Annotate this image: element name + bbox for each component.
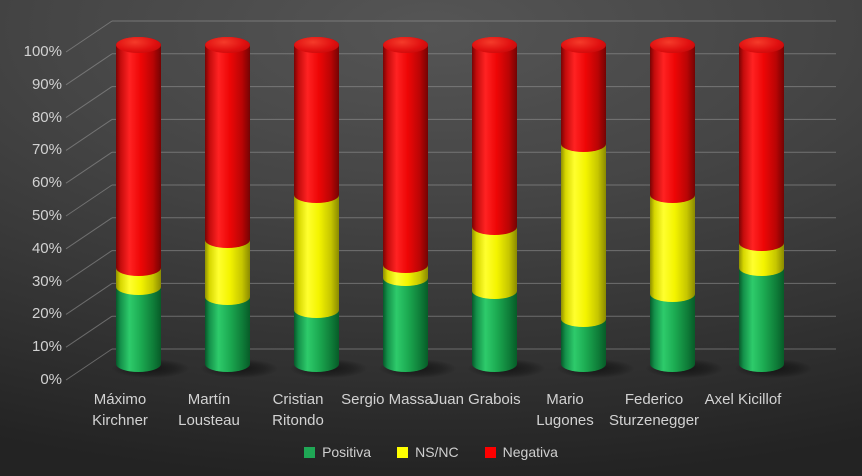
x-axis-label: Martín Lousteau — [153, 389, 265, 431]
x-axis-label: Juan Grabois — [420, 389, 532, 410]
bar-top-cap — [471, 37, 517, 53]
legend-label: Positiva — [322, 444, 372, 460]
x-axis-label-line: Cristian — [272, 391, 324, 408]
x-axis-label-line: Sturzenegger — [608, 412, 700, 429]
x-axis-label-line: Axel Kicillof — [704, 391, 782, 408]
legend-item: Positiva — [304, 444, 371, 460]
x-axis-label-line: Martín — [187, 391, 231, 408]
bar-segment-negativa — [115, 37, 161, 277]
legend-label: NS/NC — [415, 444, 459, 460]
y-tick-line — [65, 282, 113, 315]
y-tick-label: 20% — [31, 305, 62, 323]
y-tick-line — [65, 53, 113, 86]
x-axis-label-line: Lugones — [536, 412, 594, 429]
bar-segment-positiva — [738, 260, 784, 372]
bar-segment-negativa — [649, 37, 695, 203]
legend: Positiva NS/NC Negativa — [0, 444, 862, 460]
legend-swatch-positiva — [304, 446, 316, 458]
bar-segment-positiva — [382, 269, 428, 372]
x-axis-label-line: Máximo — [93, 391, 147, 408]
y-tick-line — [65, 250, 113, 283]
y-tick-line — [65, 20, 113, 53]
x-axis-label-line: Juan Grabois — [431, 391, 521, 408]
bar-segment-ns-nc — [649, 186, 695, 302]
y-tick-line — [65, 86, 113, 119]
y-tick-line — [65, 151, 113, 184]
y-tick-label: 100% — [23, 43, 62, 60]
y-tick-line — [65, 217, 113, 250]
x-axis-label: Federico Sturzenegger — [598, 389, 710, 431]
y-tick-label: 0% — [40, 371, 62, 388]
bar-segment-negativa — [738, 37, 784, 251]
legend-item: NS/NC — [397, 444, 459, 460]
bar-top-cap — [649, 37, 695, 53]
bar-segment-ns-nc — [560, 135, 606, 328]
bar-segment-negativa — [204, 37, 250, 248]
bar-segment-negativa — [382, 37, 428, 274]
bar-top-cap — [293, 37, 339, 53]
x-axis-label-line: Federico — [624, 391, 684, 408]
x-axis-label-line: Mario — [546, 391, 584, 408]
bar-top-cap — [204, 37, 250, 53]
y-tick-line — [65, 315, 113, 348]
y-tick-label: 70% — [31, 141, 62, 159]
x-axis-label-line: Sergio Massa — [341, 391, 433, 408]
x-axis-label-line: Ritondo — [272, 412, 324, 429]
x-axis-label: Sergio Massa — [331, 389, 443, 410]
x-axis-label-line: Kirchner — [92, 412, 148, 429]
legend-swatch-ns-nc — [397, 446, 409, 458]
bar-segment-negativa — [293, 37, 339, 203]
bar-segment-negativa — [560, 37, 606, 152]
y-tick-label: 10% — [31, 338, 62, 356]
x-axis-label-line: Lousteau — [178, 412, 240, 429]
bar-top-cap — [382, 37, 428, 53]
y-tick-line — [65, 118, 113, 151]
y-tick-label: 40% — [31, 239, 62, 257]
y-tick-label: 60% — [31, 174, 62, 192]
bar-top-cap — [560, 37, 606, 53]
bar-top-cap — [738, 37, 784, 53]
y-tick-label: 80% — [31, 108, 62, 126]
bar-top-cap — [115, 37, 161, 53]
x-axis-label: Mario Lugones — [509, 389, 621, 431]
legend-label: Negativa — [502, 444, 558, 460]
x-axis-label: Cristian Ritondo — [242, 389, 354, 431]
y-tick-label: 30% — [31, 272, 62, 290]
legend-item: Negativa — [484, 444, 558, 460]
y-tick-label: 50% — [31, 207, 62, 224]
bar-segment-negativa — [471, 37, 517, 235]
y-tick-label: 90% — [31, 75, 62, 93]
x-axis-label: Máximo Kirchner — [64, 389, 176, 431]
y-tick-line — [65, 348, 113, 381]
x-axis-label: Axel Kicillof — [687, 389, 799, 410]
y-tick-line — [65, 184, 113, 217]
legend-swatch-negativa — [484, 446, 496, 458]
bar-segment-ns-nc — [293, 186, 339, 318]
